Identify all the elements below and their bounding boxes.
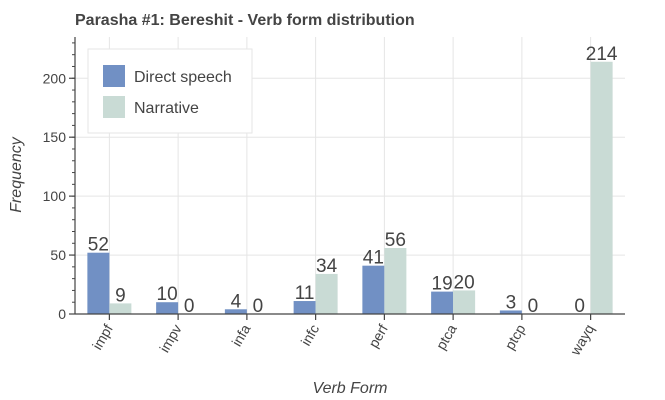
y-axis-ticks: 0 50 100 150 200 (43, 42, 75, 322)
bar-label-narrative-wayq: 214 (586, 44, 618, 65)
bar-direct-speech-perf (362, 265, 385, 314)
axes (74, 37, 625, 315)
bar-label-narrative-impf: 9 (115, 285, 126, 306)
y-tick-label: 150 (43, 129, 67, 145)
y-tick-label: 100 (43, 188, 67, 204)
y-tick-label: 50 (50, 247, 66, 263)
bar-direct-speech-infc (293, 301, 316, 314)
x-tick-label-ptca: ptca (433, 321, 460, 352)
bar-label-narrative-perf: 56 (385, 230, 406, 251)
legend-label-narrative: Narrative (134, 100, 199, 117)
bars (87, 61, 613, 315)
bar-narrative-ptca (453, 290, 476, 314)
legend-box (87, 48, 253, 134)
bar-direct-speech-infa (224, 309, 247, 314)
legend-label-direct-speech: Direct speech (134, 69, 232, 86)
bar-direct-speech-ptca (431, 291, 454, 314)
x-tick-label-wayq: wayq (567, 322, 598, 359)
bar-label-direct-speech-impv: 10 (157, 284, 178, 305)
bar-label-narrative-ptcp: 0 (528, 296, 539, 317)
bar-narrative-infc (315, 273, 338, 314)
bar-label-narrative-infa: 0 (253, 296, 264, 317)
x-tick-label-impv: impv (156, 322, 185, 356)
x-tick-label-infc: infc (297, 322, 322, 349)
bar-label-direct-speech-infa: 4 (231, 291, 242, 312)
x-axis-ticks: impf impv infa infc perf ptca ptcp wayq (89, 314, 597, 359)
legend: Direct speech Narrative (87, 48, 253, 134)
y-tick-label: 0 (58, 306, 66, 322)
legend-swatch-narrative (103, 96, 125, 118)
x-tick-label-perf: perf (365, 321, 391, 350)
x-tick-label-ptcp: ptcp (501, 321, 528, 352)
bar-label-direct-speech-impf: 52 (88, 235, 109, 256)
y-axis-title: Frequency (8, 136, 25, 213)
bar-narrative-wayq (590, 61, 613, 315)
bar-narrative-impf (109, 303, 132, 314)
bar-label-narrative-impv: 0 (184, 296, 195, 317)
bar-direct-speech-impv (156, 302, 179, 314)
bar-direct-speech-ptcp (499, 310, 522, 314)
x-axis-title: Verb Form (313, 380, 388, 397)
bar-label-direct-speech-ptca: 19 (432, 274, 453, 295)
chart-title: Parasha #1: Bereshit - Verb form distrib… (75, 12, 415, 29)
bar-label-direct-speech-infc: 11 (295, 283, 315, 304)
x-tick-label-impf: impf (89, 321, 116, 352)
bar-label-narrative-infc: 34 (316, 256, 338, 277)
legend-swatch-direct-speech (103, 65, 125, 87)
bar-label-narrative-ptca: 20 (454, 272, 475, 293)
bar-label-direct-speech-perf: 41 (363, 248, 384, 269)
bar-direct-speech-impf (87, 252, 110, 314)
bar-narrative-perf (384, 247, 407, 314)
x-tick-label-infa: infa (228, 321, 253, 349)
bar-label-direct-speech-ptcp: 3 (506, 292, 517, 313)
y-tick-label: 200 (43, 70, 67, 86)
bar-label-direct-speech-wayq: 0 (574, 296, 585, 317)
